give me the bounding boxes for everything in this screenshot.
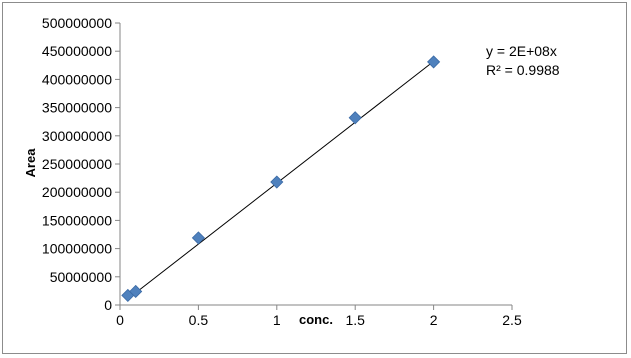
y-tick-label: 450000000 (42, 43, 112, 59)
data-point (427, 55, 441, 69)
x-axis-title: conc. (299, 312, 333, 327)
axes (119, 23, 512, 306)
y-tick-label: 100000000 (42, 241, 112, 257)
x-tick-label: 0.5 (189, 312, 209, 328)
data-point (270, 175, 284, 189)
data-point (348, 111, 362, 125)
y-axis-ticks: 0 50000000 100000000 150000000 200000000 2500… (42, 15, 120, 313)
x-tick-label: 1 (273, 312, 281, 328)
y-tick-label: 350000000 (42, 100, 112, 116)
data-point (129, 284, 143, 299)
y-axis-title: Area (23, 148, 38, 178)
y-tick-label: 250000000 (42, 156, 112, 172)
y-tick-label: 0 (104, 297, 112, 313)
y-tick-label: 150000000 (42, 212, 112, 228)
chart-frame (2, 2, 627, 354)
y-tick-label: 300000000 (42, 128, 112, 144)
x-tick-label: 0 (116, 312, 124, 328)
x-axis-ticks: 0 0.5 1 1.5 2 2.5 (116, 305, 522, 328)
x-tick-label: 1.5 (345, 312, 365, 328)
x-tick-label: 2 (430, 312, 438, 328)
data-points (121, 55, 441, 302)
x-tick-label: 2.5 (502, 312, 522, 328)
data-point (191, 231, 205, 245)
y-tick-label: 50000000 (50, 269, 113, 285)
r-squared-label: R² = 0.9988 (486, 62, 560, 78)
trendline-equation: y = 2E+08x (486, 43, 557, 59)
y-tick-label: 400000000 (42, 71, 112, 87)
y-tick-label: 200000000 (42, 184, 112, 200)
y-tick-label: 500000000 (42, 15, 112, 31)
